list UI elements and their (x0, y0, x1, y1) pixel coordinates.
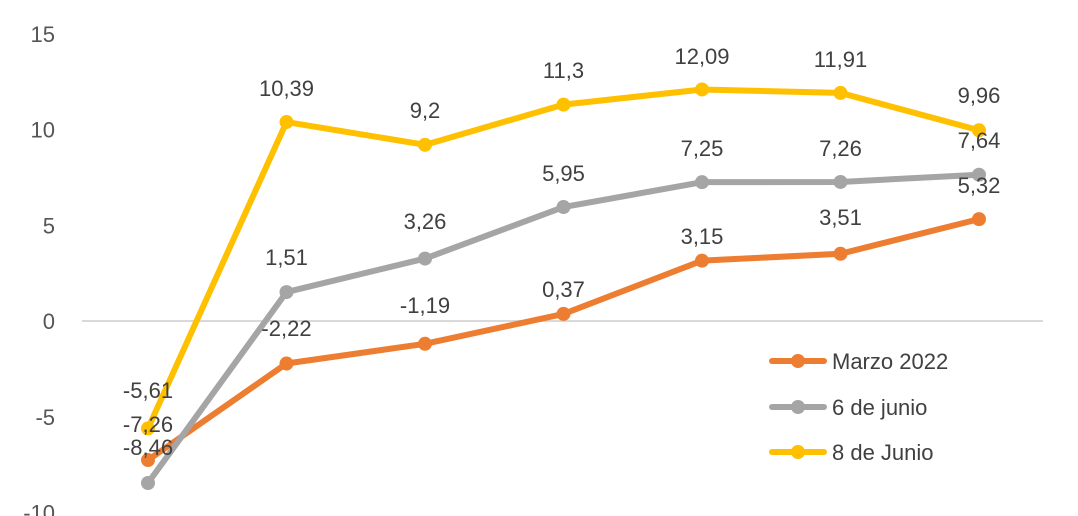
y-tick-label: -10 (23, 501, 55, 516)
data-point (833, 174, 848, 189)
data-label: 5,95 (542, 161, 585, 186)
data-point (279, 285, 294, 300)
data-label: 0,37 (542, 277, 585, 302)
y-tick-label: -5 (35, 405, 55, 430)
data-point (141, 476, 155, 491)
data-point (972, 123, 986, 138)
data-label: -8,46 (123, 435, 173, 460)
legend-label: 8 de Junio (832, 440, 934, 465)
data-point (279, 356, 294, 371)
data-label: -5,61 (123, 378, 173, 403)
data-label: -2,22 (261, 316, 311, 341)
data-label: 1,51 (265, 245, 308, 270)
data-point (556, 200, 571, 215)
data-point (556, 97, 571, 112)
axis-layer: 15 10 5 0 -5 -10 (23, 22, 1043, 516)
data-label: 11,91 (814, 47, 867, 72)
data-label: 10,39 (259, 76, 314, 101)
data-label: 7,64 (958, 128, 1001, 153)
data-point (141, 421, 155, 436)
legend-label: Marzo 2022 (832, 349, 948, 374)
data-label: -7,26 (123, 412, 173, 437)
legend: Marzo 2022 6 de junio 8 de Junio (769, 349, 948, 465)
data-label: 7,25 (681, 136, 724, 161)
data-point (695, 82, 709, 97)
y-tick-label: 10 (31, 118, 55, 143)
data-label: 5,32 (958, 173, 1001, 198)
data-point (972, 212, 986, 227)
data-point (833, 85, 848, 100)
data-point (695, 175, 709, 190)
data-label: 12,09 (674, 44, 729, 69)
legend-swatch-marker (791, 400, 805, 414)
data-point (418, 251, 432, 266)
data-label: -1,19 (400, 293, 450, 318)
legend-label: 6 de junio (832, 395, 927, 420)
data-label: 3,15 (681, 224, 724, 249)
data-point (695, 253, 709, 268)
data-point (279, 115, 294, 130)
legend-swatch-marker (791, 445, 805, 459)
data-label-layer: -7,26 -2,22 -1,19 0,37 3,15 3,51 5,32 -8,46 1,51… (123, 44, 1000, 460)
data-label: 9,96 (958, 83, 1001, 108)
data-label: 3,26 (404, 209, 447, 234)
data-point (833, 246, 848, 261)
data-point (556, 306, 571, 321)
data-point (141, 453, 155, 468)
legend-swatch-marker (791, 354, 805, 368)
y-tick-label: 0 (43, 309, 55, 334)
y-tick-label: 15 (31, 22, 55, 47)
data-label: 3,51 (819, 205, 862, 230)
data-label: 7,26 (819, 136, 862, 161)
data-point (418, 137, 432, 152)
data-label: 11,3 (543, 58, 584, 83)
data-point (418, 336, 432, 351)
series-layer (141, 82, 986, 491)
y-tick-label: 5 (43, 213, 55, 238)
data-label: 9,2 (410, 98, 441, 123)
data-point (972, 167, 986, 182)
